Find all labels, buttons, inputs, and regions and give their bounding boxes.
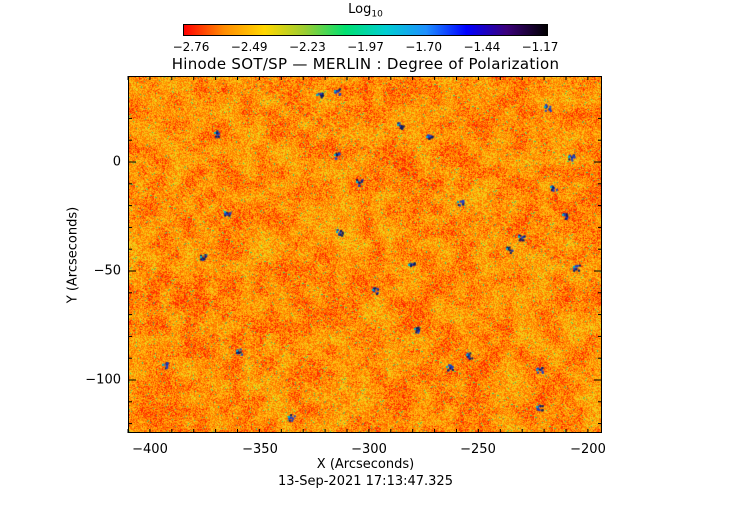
y-tick-label: −50 [93,263,121,279]
colorbar-label-main: Log [348,2,372,17]
x-tick-label: −250 [460,442,496,457]
timestamp: 13-Sep-2021 17:13:47.325 [278,474,453,489]
x-tick-label: −300 [351,442,387,457]
y-tick-label: −100 [85,372,121,388]
plot-title: Hinode SOT/SP — MERLIN : Degree of Polar… [171,55,560,73]
colorbar-tick-label: −2.76 [172,40,210,54]
colorbar-tick-label: −1.97 [347,40,384,54]
y-axis-label: Y (Arcseconds) [65,206,81,304]
colorbar-label: Log10 [0,2,731,20]
x-tick-label: −200 [570,442,606,457]
colorbar-tick-label: −1.44 [463,40,501,54]
colorbar-label-sub: 10 [371,9,383,20]
x-tick-label: −350 [242,442,278,457]
polarization-map-image [129,77,601,432]
x-tick-label: −400 [132,442,168,457]
polarization-map [128,76,602,433]
colorbar-tick-label: −1.17 [521,40,559,54]
y-tick-label: 0 [112,154,121,170]
colorbar-tick-label: −2.23 [288,40,326,54]
colorbar [183,24,548,36]
x-axis-label: X (Arcseconds) [316,457,415,472]
colorbar-tick-label: −1.70 [405,40,443,54]
colorbar-tick-label: −2.49 [230,40,268,54]
